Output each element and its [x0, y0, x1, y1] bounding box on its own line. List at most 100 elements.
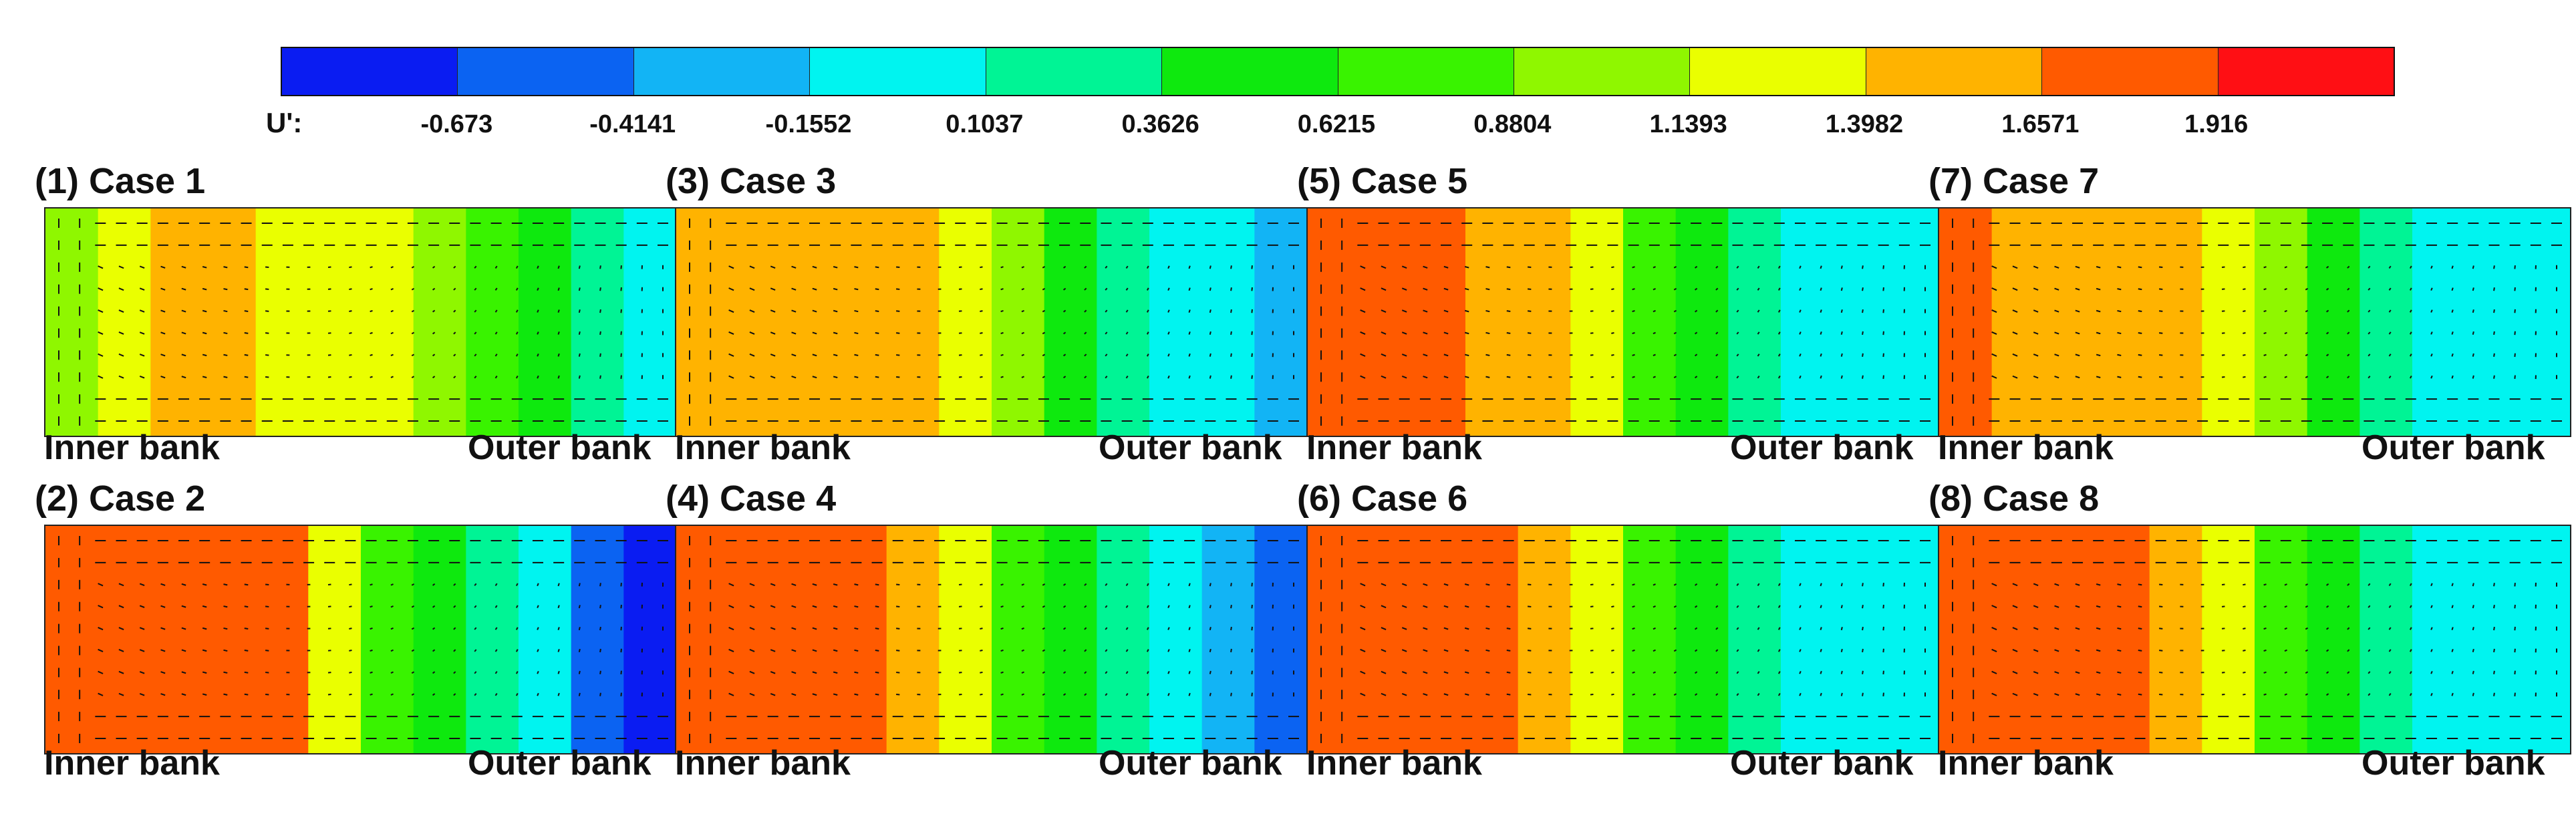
velocity-vector — [2472, 605, 2474, 609]
velocity-vector — [1062, 287, 1066, 291]
velocity-vector — [1000, 671, 1004, 674]
velocity-vector — [1820, 287, 1822, 291]
velocity-vector — [2430, 287, 2433, 291]
contour-band — [1781, 209, 1834, 436]
velocity-vector — [118, 265, 124, 269]
velocity-vector — [537, 287, 539, 291]
velocity-vector — [2263, 649, 2267, 652]
velocity-vector — [118, 287, 124, 291]
velocity-vector — [1084, 693, 1087, 696]
velocity-vector — [2263, 693, 2267, 696]
velocity-vector — [2388, 693, 2392, 696]
velocity-vector — [812, 583, 817, 586]
velocity-vector — [118, 692, 124, 696]
velocity-vector — [494, 331, 498, 335]
velocity-vector — [1694, 605, 1698, 608]
velocity-vector — [1673, 287, 1677, 291]
velocity-vector — [1882, 626, 1884, 631]
contour-band — [203, 209, 257, 436]
contour-band — [45, 526, 99, 753]
velocity-vector — [1084, 287, 1087, 291]
velocity-vector — [1167, 331, 1170, 335]
velocity-vector — [265, 376, 269, 378]
velocity-vector — [812, 627, 817, 630]
velocity-vector — [599, 265, 601, 269]
velocity-vector — [1653, 354, 1656, 357]
velocity-vector — [1862, 309, 1864, 313]
velocity-vector — [1125, 583, 1129, 586]
velocity-vector — [770, 671, 776, 674]
velocity-vector — [2096, 309, 2101, 313]
velocity-vector — [1673, 627, 1677, 630]
velocity-vector — [1146, 287, 1149, 291]
velocity-vector — [2054, 627, 2059, 630]
velocity-vector — [1042, 265, 1046, 269]
contour-band — [1149, 526, 1203, 753]
velocity-vector — [1062, 583, 1066, 586]
velocity-vector — [1673, 354, 1677, 357]
contour-panel — [1306, 207, 1940, 437]
velocity-vector — [349, 693, 352, 696]
velocity-vector — [1042, 287, 1046, 291]
velocity-vector — [770, 692, 776, 696]
velocity-vector — [812, 649, 817, 652]
velocity-vector — [223, 693, 228, 696]
colorbar-tick-label: 0.1037 — [946, 110, 1024, 138]
velocity-vector — [1105, 331, 1108, 335]
contour-plot — [676, 209, 1307, 436]
velocity-vector — [1464, 627, 1469, 630]
outer-bank-label: Outer bank — [1730, 428, 1914, 467]
velocity-vector — [2243, 605, 2246, 608]
velocity-vector — [1736, 376, 1739, 379]
velocity-vector — [139, 627, 145, 630]
velocity-vector — [2430, 353, 2433, 357]
velocity-vector — [1401, 627, 1407, 630]
velocity-vector — [833, 605, 838, 608]
velocity-vector — [98, 626, 104, 631]
velocity-vector — [2263, 583, 2267, 586]
velocity-vector — [1000, 605, 1004, 608]
velocity-vector — [2096, 693, 2101, 696]
velocity-vector — [1167, 265, 1170, 269]
velocity-vector — [1230, 309, 1232, 313]
velocity-vector — [2158, 376, 2163, 378]
velocity-vector — [1506, 650, 1511, 652]
velocity-vector — [2263, 628, 2267, 630]
velocity-vector — [453, 376, 456, 379]
velocity-vector — [1715, 309, 1719, 313]
velocity-vector — [599, 648, 601, 653]
velocity-vector — [1694, 376, 1698, 379]
contour-band — [2359, 209, 2413, 436]
velocity-vector — [1673, 265, 1677, 269]
velocity-vector — [2284, 671, 2287, 674]
velocity-vector — [599, 287, 601, 291]
velocity-vector — [791, 287, 797, 291]
contour-band — [571, 526, 625, 753]
velocity-vector — [1209, 265, 1211, 269]
velocity-vector — [2347, 649, 2350, 652]
velocity-vector — [2347, 309, 2350, 313]
velocity-vector — [2305, 649, 2309, 652]
velocity-vector — [390, 376, 394, 378]
velocity-vector — [2347, 265, 2350, 269]
contour-band — [2359, 526, 2413, 753]
velocity-vector — [265, 605, 269, 607]
velocity-vector — [1146, 331, 1149, 335]
velocity-vector — [1062, 309, 1066, 313]
velocity-vector — [1443, 376, 1449, 379]
velocity-vector — [1464, 266, 1469, 269]
velocity-vector — [1777, 354, 1781, 357]
velocity-vector — [2075, 693, 2080, 696]
velocity-vector — [1021, 605, 1024, 608]
velocity-vector — [1506, 671, 1511, 674]
velocity-vector — [453, 693, 456, 696]
contour-band — [1886, 209, 1939, 436]
velocity-vector — [160, 265, 166, 269]
inner-bank-label: Inner bank — [44, 744, 220, 783]
velocity-vector — [749, 649, 755, 652]
velocity-vector — [474, 331, 477, 335]
contour-band — [2255, 209, 2308, 436]
velocity-vector — [812, 605, 817, 608]
velocity-vector — [244, 671, 249, 674]
contour-band — [519, 209, 572, 436]
